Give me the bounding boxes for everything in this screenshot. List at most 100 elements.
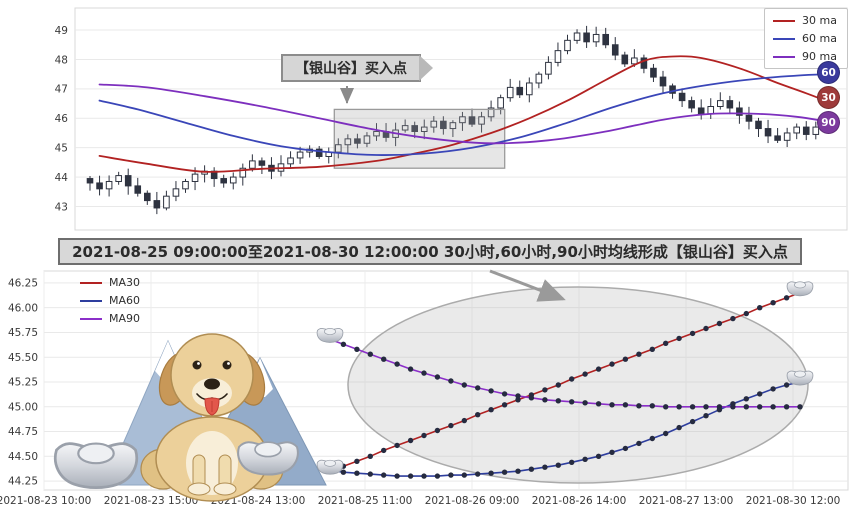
- data-point: [448, 423, 453, 428]
- data-point: [582, 371, 587, 376]
- candlestick-chart: 49484746454443: [0, 0, 860, 240]
- data-point: [435, 473, 440, 478]
- candle-up: [230, 177, 236, 183]
- candle-up: [173, 189, 179, 196]
- candle-up: [297, 152, 303, 158]
- data-point: [690, 331, 695, 336]
- candle-down: [651, 68, 657, 77]
- data-point: [757, 404, 762, 409]
- legend-label: MA30: [109, 276, 140, 289]
- silver-ingot-icon: [317, 328, 343, 342]
- data-point: [636, 352, 641, 357]
- candle-up: [632, 58, 638, 64]
- ma60-end-badge: 60: [817, 61, 840, 84]
- buy-point-callout-label: 【银山谷】买入点: [295, 61, 407, 77]
- data-point: [475, 471, 480, 476]
- data-point: [650, 436, 655, 441]
- data-point: [435, 374, 440, 379]
- data-point: [475, 385, 480, 390]
- data-point: [556, 382, 561, 387]
- y-tick-label: 46: [55, 113, 69, 125]
- data-point: [515, 393, 520, 398]
- data-point: [368, 471, 373, 476]
- data-point: [596, 366, 601, 371]
- legend-label: MA90: [109, 312, 140, 325]
- y-tick-label: 45.50: [8, 352, 38, 364]
- data-point: [784, 404, 789, 409]
- x-tick-label: 2021-08-26 09:00: [425, 495, 520, 507]
- valley-highlight-box: [334, 109, 504, 168]
- candle-down: [87, 179, 93, 183]
- data-point: [462, 472, 467, 477]
- candle-up: [555, 51, 561, 63]
- analysis-title-text: 2021-08-25 09:00:00至2021-08-30 12:00:00 …: [58, 238, 802, 265]
- data-point: [784, 382, 789, 387]
- x-tick-label: 2021-08-30 12:00: [746, 495, 841, 507]
- data-point: [676, 425, 681, 430]
- data-point: [381, 357, 386, 362]
- data-point: [341, 342, 346, 347]
- data-point: [435, 428, 440, 433]
- y-tick-label: 45.25: [8, 377, 38, 389]
- data-point: [368, 352, 373, 357]
- data-point: [663, 341, 668, 346]
- candle-down: [584, 33, 590, 42]
- legend-label: MA60: [109, 294, 140, 307]
- trading-analysis-page: { "banner": { "text": "2021-08-25 09:00:…: [0, 0, 860, 520]
- data-point: [394, 361, 399, 366]
- chart-stage: 49484746454443 30 ma 60 ma 90 ma 【银山谷】买入…: [0, 0, 860, 520]
- candle-down: [803, 127, 809, 134]
- y-tick-label: 44: [55, 172, 69, 184]
- candle-down: [660, 77, 666, 86]
- legend-item-ma90: MA90: [80, 312, 140, 325]
- silver-ingot-icon: [55, 444, 136, 488]
- data-point: [569, 460, 574, 465]
- data-point: [448, 472, 453, 477]
- candle-up: [565, 40, 571, 50]
- y-tick-label: 46.00: [8, 302, 38, 314]
- candle-down: [221, 179, 227, 183]
- legend-item-ma30: MA30: [80, 276, 140, 289]
- silver-ingot-icon: [238, 442, 298, 474]
- silver-ingot-icon: [317, 460, 343, 474]
- data-point: [421, 433, 426, 438]
- legend-label: 60 ma: [802, 32, 837, 45]
- candle-down: [603, 34, 609, 44]
- candle-down: [756, 121, 762, 128]
- data-point: [582, 400, 587, 405]
- candle-up: [794, 127, 800, 133]
- data-point: [515, 469, 520, 474]
- data-point: [770, 404, 775, 409]
- data-point: [650, 403, 655, 408]
- candle-up: [546, 62, 552, 74]
- candle-up: [708, 107, 714, 114]
- data-point: [744, 396, 749, 401]
- candle-down: [135, 186, 141, 193]
- data-point: [542, 397, 547, 402]
- y-tick-label: 44.50: [8, 451, 38, 463]
- data-point: [354, 471, 359, 476]
- data-point: [421, 370, 426, 375]
- y-tick-label: 45.75: [8, 327, 38, 339]
- candle-up: [574, 33, 580, 40]
- data-point: [462, 418, 467, 423]
- x-tick-label: 2021-08-23 10:00: [0, 495, 91, 507]
- ma60-line-swatch: [773, 38, 795, 40]
- data-point: [542, 465, 547, 470]
- data-point: [381, 448, 386, 453]
- y-tick-label: 43: [55, 201, 68, 213]
- candle-up: [183, 181, 189, 188]
- data-point: [354, 347, 359, 352]
- data-point: [582, 457, 587, 462]
- data-point: [596, 454, 601, 459]
- y-tick-label: 48: [55, 54, 68, 66]
- data-point: [475, 412, 480, 417]
- data-point: [596, 401, 601, 406]
- analysis-title-banner: 2021-08-25 09:00:00至2021-08-30 12:00:00 …: [0, 238, 860, 265]
- data-point: [529, 467, 534, 472]
- data-point: [703, 326, 708, 331]
- data-point: [354, 459, 359, 464]
- data-point: [556, 463, 561, 468]
- candle-up: [164, 196, 170, 208]
- data-point: [636, 403, 641, 408]
